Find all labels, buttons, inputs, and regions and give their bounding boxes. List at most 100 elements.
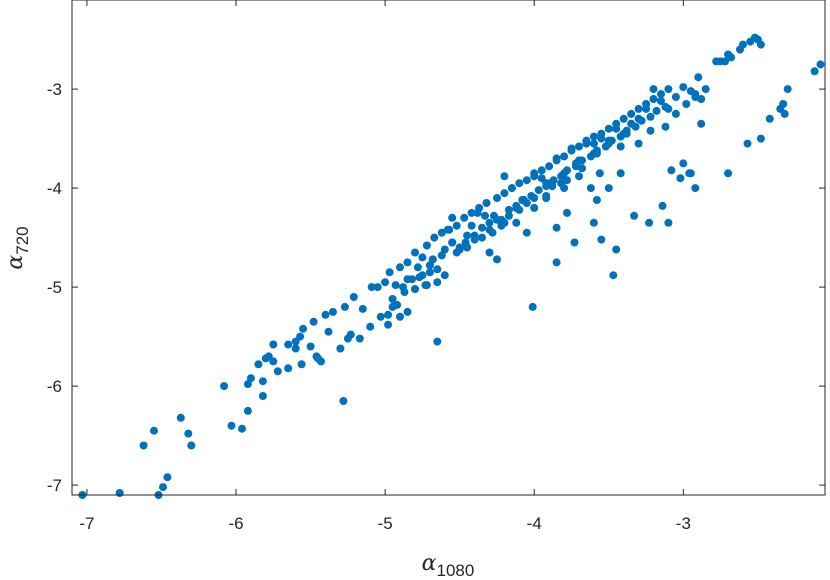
scatter-point (691, 184, 700, 193)
scatter-point (664, 104, 673, 113)
scatter-point (522, 228, 531, 237)
scatter-point (724, 50, 733, 59)
scatter-point (664, 85, 673, 94)
scatter-point (642, 104, 651, 113)
y-tick-label: -7 (47, 476, 62, 495)
scatter-point (243, 406, 252, 415)
scatter-point (421, 281, 430, 290)
scatter-point (595, 169, 604, 178)
scatter-point (384, 310, 393, 319)
scatter-point (589, 139, 598, 148)
scatter-point (366, 322, 375, 331)
scatter-point (779, 100, 788, 108)
scatter-point (578, 164, 586, 173)
scatter-point (413, 263, 422, 272)
scatter-point (604, 184, 613, 193)
scatter-point (627, 109, 636, 118)
scatter-point (597, 235, 606, 244)
scatter-point (463, 243, 472, 252)
scatter-point (358, 304, 367, 313)
scatter-point (552, 223, 561, 232)
scatter-point (616, 169, 625, 178)
scatter-point (589, 132, 598, 141)
scatter-point (411, 248, 419, 257)
x-tick-label: -5 (378, 514, 393, 533)
scatter-point (612, 124, 621, 133)
scatter-point (314, 354, 322, 363)
scatter-point (609, 271, 618, 280)
scatter-point (756, 134, 765, 143)
scatter-point (478, 233, 486, 242)
scatter-point (582, 139, 591, 148)
scatter-point (297, 360, 306, 369)
y-tick-label: -6 (47, 377, 62, 396)
scatter-point (452, 221, 461, 230)
y-axis: -7 -6 -5 -4 -3 (47, 80, 825, 495)
scatter-point (284, 340, 293, 349)
scatter-point (376, 312, 385, 321)
scatter-point (616, 142, 625, 151)
scatter-point (258, 392, 267, 400)
scatter-point (679, 83, 688, 92)
scatter-point (273, 367, 282, 376)
scatter-point (627, 119, 636, 128)
scatter-point (500, 172, 509, 181)
scatter-point (604, 136, 613, 145)
scatter-point (473, 208, 482, 217)
scatter-point (493, 215, 501, 224)
scatter-point (597, 134, 606, 143)
scatter-point (393, 300, 402, 309)
scatter-point (679, 159, 688, 168)
scatter-point (246, 374, 255, 383)
scatter-point (589, 218, 598, 227)
scatter-point (425, 261, 434, 270)
scatter-point (150, 426, 158, 435)
scatter-point (592, 196, 601, 204)
scatter-point (299, 324, 308, 333)
scatter-point (448, 213, 457, 222)
scatter-point (163, 473, 172, 482)
scatter-point (592, 149, 601, 158)
scatter-point (816, 60, 825, 69)
scatter-point (396, 263, 404, 272)
x-tick-label: -3 (676, 514, 691, 533)
scatter-point (560, 152, 569, 161)
x-axis-label: α1080 (422, 551, 475, 580)
scatter-point (560, 184, 569, 193)
scatter-point (373, 283, 382, 292)
scatter-point (694, 73, 703, 82)
scatter-point (493, 194, 501, 202)
scatter-point (437, 228, 446, 237)
scatter-point (507, 184, 516, 193)
scatter-point (291, 337, 300, 346)
scatter-point (343, 334, 352, 343)
scatter-point (743, 139, 752, 148)
scatter-point (336, 344, 345, 353)
scatter-point (512, 203, 521, 212)
scatter-point (430, 233, 439, 242)
scatter-point (403, 275, 412, 284)
scatter-point (622, 129, 631, 138)
scatter-point (552, 258, 561, 267)
scatter-point (269, 357, 278, 366)
scatter-point (634, 104, 643, 113)
scatter-point (340, 302, 349, 311)
scatter-point (575, 172, 583, 181)
scatter-point (440, 245, 449, 254)
scatter-point (443, 225, 452, 234)
scatter-point (530, 194, 539, 202)
scatter-point (428, 255, 437, 264)
scatter-point (176, 413, 185, 422)
scatter-point (661, 122, 670, 131)
scatter-point (463, 231, 472, 240)
scatter-point (570, 238, 579, 247)
scatter-point (676, 174, 685, 183)
x-tick-label: -7 (79, 514, 94, 533)
scatter-point (485, 225, 494, 234)
scatter-point (258, 377, 267, 386)
scatter-point (724, 169, 733, 178)
scatter-point (403, 258, 412, 267)
y-axis-label: α720 (3, 226, 32, 269)
scatter-point (548, 182, 557, 191)
scatter-point (139, 441, 148, 450)
